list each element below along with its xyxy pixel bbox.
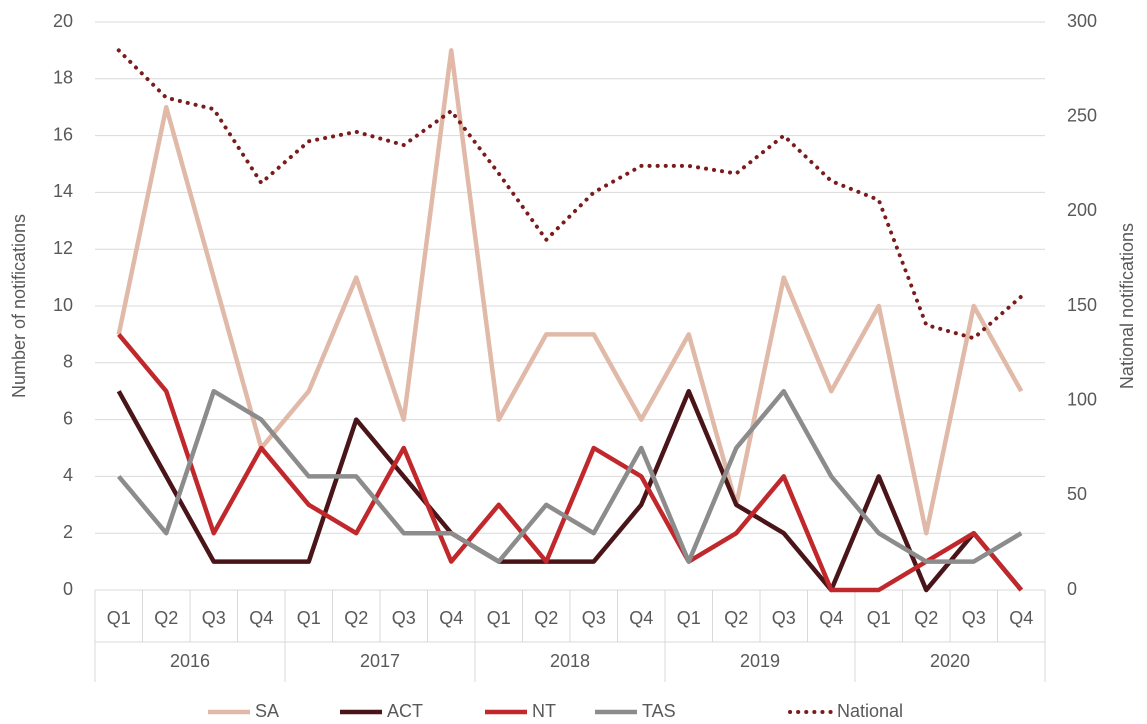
year-label: 2020 — [930, 651, 970, 671]
legend-label: NT — [532, 701, 556, 721]
series-line — [116, 48, 1024, 536]
y-tick-label: 4 — [63, 465, 73, 485]
legend-label: TAS — [642, 701, 676, 721]
y-tick-label: 10 — [53, 295, 73, 315]
legend-label: National — [837, 701, 903, 721]
y2-tick-label: 250 — [1067, 105, 1097, 125]
y-tick-label: 8 — [63, 352, 73, 372]
y2-tick-label: 0 — [1067, 579, 1077, 599]
y2-tick-label: 150 — [1067, 295, 1097, 315]
y-axis-label: Number of notifications — [9, 214, 29, 398]
x-tick-label: Q3 — [202, 608, 226, 628]
year-label: 2019 — [740, 651, 780, 671]
y-tick-label: 12 — [53, 238, 73, 258]
x-tick-label: Q1 — [867, 608, 891, 628]
y2-tick-label: 50 — [1067, 484, 1087, 504]
x-tick-label: Q4 — [629, 608, 653, 628]
legend-label: SA — [255, 701, 279, 721]
x-tick-label: Q1 — [297, 608, 321, 628]
x-tick-label: Q3 — [962, 608, 986, 628]
x-tick-label: Q2 — [534, 608, 558, 628]
y-tick-label: 20 — [53, 11, 73, 31]
x-tick-label: Q3 — [772, 608, 796, 628]
y-tick-label: 0 — [63, 579, 73, 599]
x-tick-label: Q4 — [439, 608, 463, 628]
x-tick-label: Q2 — [344, 608, 368, 628]
x-tick-label: Q4 — [1009, 608, 1033, 628]
year-label: 2018 — [550, 651, 590, 671]
y-tick-label: 16 — [53, 124, 73, 144]
x-tick-label: Q1 — [677, 608, 701, 628]
series-line — [117, 388, 1023, 564]
y2-tick-label: 100 — [1067, 389, 1097, 409]
y-tick-label: 14 — [53, 181, 73, 201]
y2-tick-label: 300 — [1067, 11, 1097, 31]
x-tick-label: Q1 — [107, 608, 131, 628]
x-tick-label: Q2 — [724, 608, 748, 628]
x-tick-label: Q2 — [914, 608, 938, 628]
y-tick-label: 2 — [63, 522, 73, 542]
x-tick-label: Q2 — [154, 608, 178, 628]
x-tick-label: Q1 — [487, 608, 511, 628]
legend-label: ACT — [387, 701, 423, 721]
series-line — [117, 332, 1023, 593]
x-tick-label: Q4 — [819, 608, 843, 628]
y2-tick-label: 200 — [1067, 200, 1097, 220]
year-label: 2017 — [360, 651, 400, 671]
y2-axis-label: National notifications — [1117, 223, 1137, 389]
series-line — [116, 48, 1024, 341]
y-tick-label: 18 — [53, 68, 73, 88]
x-tick-label: Q4 — [249, 608, 273, 628]
y-tick-label: 6 — [63, 408, 73, 428]
series-line — [116, 388, 1023, 593]
x-tick-label: Q3 — [582, 608, 606, 628]
year-label: 2016 — [170, 651, 210, 671]
x-tick-label: Q3 — [392, 608, 416, 628]
